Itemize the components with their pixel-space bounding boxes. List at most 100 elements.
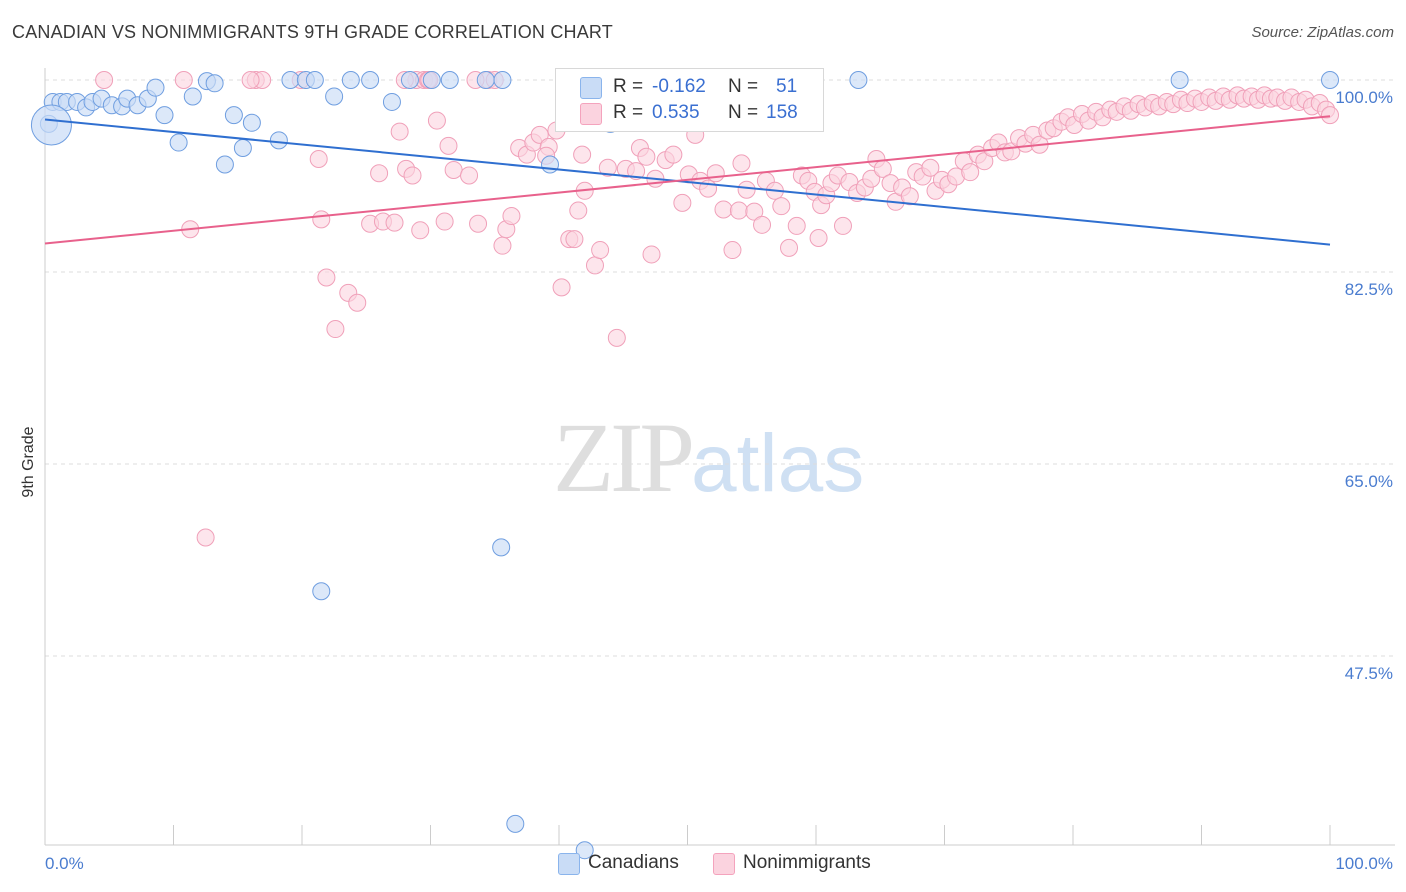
nonimmigrants-point [348,293,367,312]
nonimmigrants-point [723,241,742,260]
nonimmigrants-point [780,238,799,257]
legend-n-value: 51 [776,76,798,97]
legend-swatch-canadians [558,853,580,875]
nonimmigrants-point [1321,106,1339,125]
legend-r-value: 0.535 [652,102,700,123]
canadians-point [575,841,594,860]
nonimmigrants-point [714,200,733,219]
canadians-point [169,133,188,152]
nonimmigrants-point [444,160,463,179]
canadians-point-large [30,104,72,146]
nonimmigrants-point [312,210,331,229]
legend-label-nonimmigrants: Nonimmigrants [743,852,871,873]
x-tick-label: 100.0% [1335,854,1393,873]
watermark: ZIPatlas [553,400,864,515]
chart-title: CANADIAN VS NONIMMIGRANTS 9TH GRADE CORR… [12,22,613,42]
nonimmigrants-point [729,201,748,220]
y-axis-title: 9th Grade [20,426,37,497]
legend-swatch-nonimmigrants [713,853,735,875]
legend-n-label: N = [728,76,759,97]
source-label: Source: ZipAtlas.com [1251,24,1394,41]
axes [44,68,1395,846]
nonimmigrants-point [637,147,656,166]
nonimmigrants-point [706,164,725,183]
nonimmigrants-point [573,145,592,164]
nonimmigrants-point [196,528,215,547]
nonimmigrants-point [745,202,764,221]
nonimmigrants-point [732,154,751,173]
canadians-point [146,78,165,97]
nonimmigrants-point [530,125,549,144]
nonimmigrants-point [833,216,852,235]
canadians-point [312,582,331,601]
nonimmigrants-point [469,214,488,233]
nonimmigrants-point [921,158,940,177]
canadians-point [1321,71,1339,89]
nonimmigrants-point [565,230,584,249]
nonimmigrants-point [95,71,114,89]
y-tick-label: 82.5% [1345,280,1393,299]
legend-r-value: -0.162 [652,76,706,97]
canadians-point [205,74,224,93]
canadians-point [305,71,324,89]
nonimmigrants-point [862,169,881,188]
nonimmigrants-point [787,216,806,235]
nonimmigrants-point [809,228,828,247]
nonimmigrants-point [591,241,610,260]
trend-lines [44,115,1331,246]
nonimmigrants-point [569,201,588,220]
x-tick-labels: 0.0% 100.0% [45,854,1393,873]
nonimmigrants-point [460,166,479,185]
nonimmigrants-point [390,122,409,141]
y-tick-label: 47.5% [1345,664,1393,683]
nonimmigrants-point [309,149,328,168]
canadians-point [325,87,344,106]
canadians-point [493,71,512,89]
nonimmigrants-point [673,193,692,212]
nonimmigrants-point [427,111,446,130]
canadians-point [541,155,560,174]
canadians-point [155,106,174,125]
y-tick-label: 100.0% [1335,88,1393,107]
canadians-point [233,139,252,158]
canadians-points [30,71,1339,860]
legend-r-label: R = [613,76,644,97]
nonimmigrants-point [642,245,661,264]
nonimmigrants-point [439,136,458,155]
canadians-point [242,113,261,132]
nonimmigrants-point [502,207,521,226]
nonimmigrants-point [317,268,336,287]
y-tick-label: 65.0% [1345,472,1393,491]
canadians-point [476,71,495,89]
nonimmigrants-point [627,162,646,181]
nonimmigrants-point [493,236,512,255]
canadians-point [269,131,288,150]
nonimmigrants-point [241,71,260,89]
watermark-zip: ZIP [553,402,695,513]
nonimmigrants-point [403,166,422,185]
x-tick-label: 0.0% [45,854,84,873]
nonimmigrants-point [585,256,604,275]
y-tick-labels: 100.0% 82.5% 65.0% 47.5% [1335,88,1393,683]
legend-n-label: N = [728,102,759,123]
nonimmigrants-point [385,213,404,232]
nonimmigrants-point [664,145,683,164]
nonimmigrants-point [326,320,345,339]
canadians-point [341,71,360,89]
canadians-point [224,106,243,125]
nonimmigrants-point [961,163,980,182]
legend-swatch-canadians [580,77,602,99]
nonimmigrants-point [975,152,994,171]
canadians-point [849,71,868,89]
nonimmigrants-point [411,221,430,240]
canadians-trend-line [44,118,1331,246]
nonimmigrants-point [435,212,454,231]
canadians-point [183,87,202,106]
nonimmigrants-point [598,158,617,177]
nonimmigrants-point [370,164,389,183]
canadians-point [215,155,234,174]
nonimmigrants-point [772,197,791,216]
legend-label-canadians: Canadians [588,852,679,873]
nonimmigrants-point [552,278,571,297]
